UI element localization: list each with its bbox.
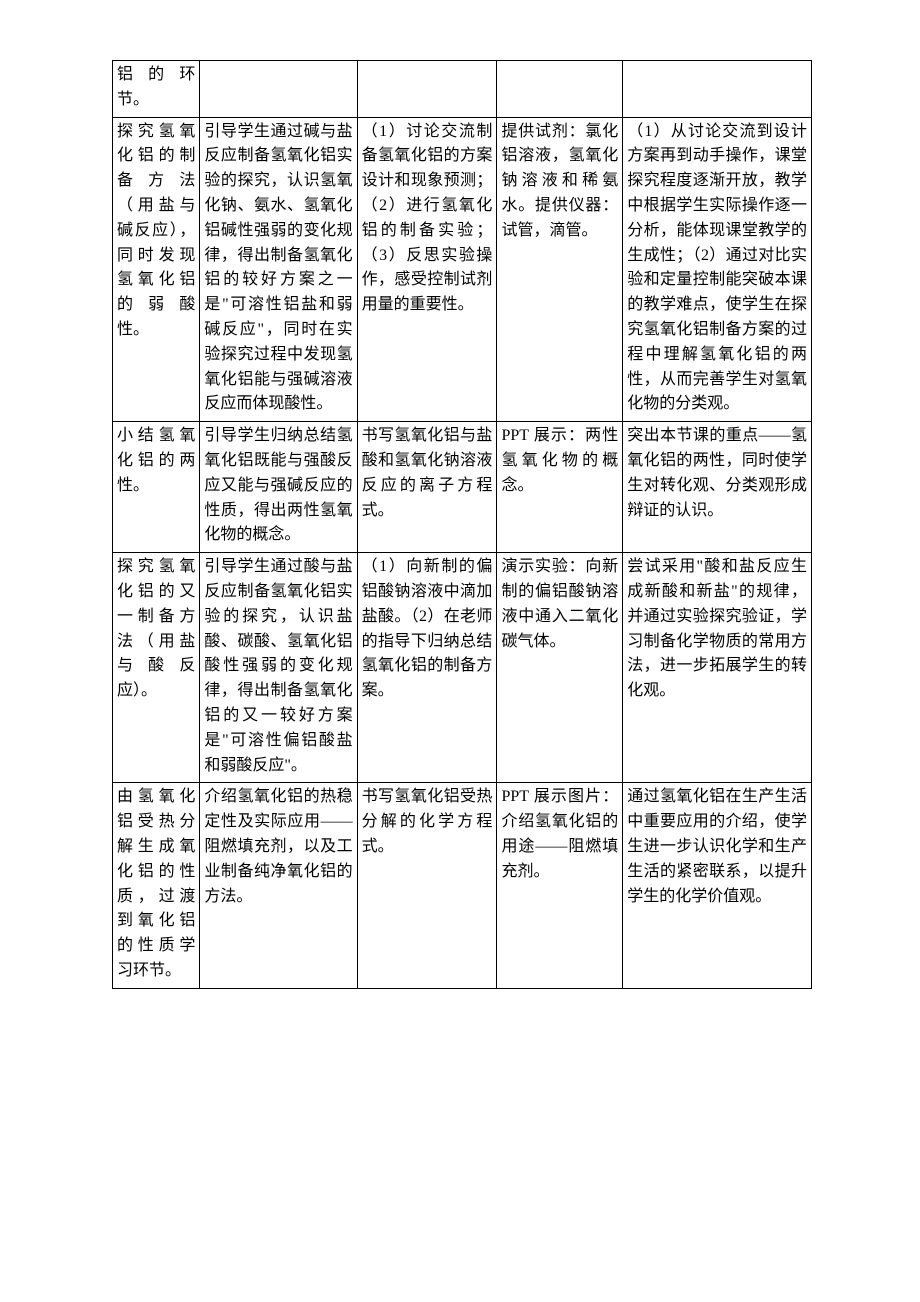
cell-student: 书写氢氧化铝与盐酸和氢氧化钠溶液反应的离子方程式。 <box>357 422 497 553</box>
cell-intent <box>623 61 812 118</box>
cell-teacher <box>200 61 357 118</box>
table-row: 探究氢氧化铝的制备方法（用盐与碱反应），同时发现氢氧化铝的弱酸性。 引导学生通过… <box>113 117 812 422</box>
table-row: 铝的环节。 <box>113 61 812 118</box>
cell-intent: （1）从讨论交流到设计方案再到动手操作，课堂探究程度逐渐开放，教学中根据学生实际… <box>623 117 812 422</box>
cell-resources: 提供试剂：氯化铝溶液，氢氧化钠溶液和稀氨水。提供仪器：试管，滴管。 <box>497 117 623 422</box>
cell-stage: 探究氢氧化铝的又一制备方法（用盐与酸反应）。 <box>113 553 200 783</box>
cell-resources: 演示实验：向新制的偏铝酸钠溶液中通入二氧化碳气体。 <box>497 553 623 783</box>
table-row: 探究氢氧化铝的又一制备方法（用盐与酸反应）。 引导学生通过酸与盐反应制备氢氧化铝… <box>113 553 812 783</box>
cell-resources: PPT 展示图片：介绍氢氧化铝的用途——阻燃填充剂。 <box>497 783 623 988</box>
cell-intent: 通过氢氧化铝在生产生活中重要应用的介绍，使学生进一步认识化学和生产生活的紧密联系… <box>623 783 812 988</box>
cell-student <box>357 61 497 118</box>
cell-student: （1）向新制的偏铝酸钠溶液中滴加盐酸。（2）在老师的指导下归纳总结氢氧化铝的制备… <box>357 553 497 783</box>
cell-stage: 小结氢氧化铝的两性。 <box>113 422 200 553</box>
cell-resources: PPT 展示：两性氢氧化物的概念。 <box>497 422 623 553</box>
cell-stage: 探究氢氧化铝的制备方法（用盐与碱反应），同时发现氢氧化铝的弱酸性。 <box>113 117 200 422</box>
table-row: 小结氢氧化铝的两性。 引导学生归纳总结氢氧化铝既能与强酸反应又能与强碱反应的性质… <box>113 422 812 553</box>
cell-student: （1）讨论交流制备氢氧化铝的方案设计和现象预测；（2）进行氢氧化铝的制备实验；（… <box>357 117 497 422</box>
cell-resources <box>497 61 623 118</box>
lesson-plan-table: 铝的环节。 探究氢氧化铝的制备方法（用盐与碱反应），同时发现氢氧化铝的弱酸性。 … <box>112 60 812 989</box>
cell-teacher: 引导学生归纳总结氢氧化铝既能与强酸反应又能与强碱反应的性质，得出两性氢氧化物的概… <box>200 422 357 553</box>
table-row: 由氢氧化铝受热分解生成氧化铝的性质，过渡到氧化铝的性质学习环节。 介绍氢氧化铝的… <box>113 783 812 988</box>
cell-intent: 尝试采用"酸和盐反应生成新酸和新盐"的规律，并通过实验探究验证，学习制备化学物质… <box>623 553 812 783</box>
cell-teacher: 引导学生通过酸与盐反应制备氢氧化铝实验的探究，认识盐酸、碳酸、氢氧化铝酸性强弱的… <box>200 553 357 783</box>
table-body: 铝的环节。 探究氢氧化铝的制备方法（用盐与碱反应），同时发现氢氧化铝的弱酸性。 … <box>113 61 812 989</box>
cell-intent: 突出本节课的重点——氢氧化铝的两性，同时使学生对转化观、分类观形成辩证的认识。 <box>623 422 812 553</box>
cell-stage: 铝的环节。 <box>113 61 200 118</box>
cell-teacher: 介绍氢氧化铝的热稳定性及实际应用——阻燃填充剂，以及工业制备纯净氧化铝的方法。 <box>200 783 357 988</box>
cell-stage: 由氢氧化铝受热分解生成氧化铝的性质，过渡到氧化铝的性质学习环节。 <box>113 783 200 988</box>
cell-student: 书写氢氧化铝受热分解的化学方程式。 <box>357 783 497 988</box>
cell-teacher: 引导学生通过碱与盐反应制备氢氧化铝实验的探究，认识氢氧化钠、氨水、氢氧化铝碱性强… <box>200 117 357 422</box>
